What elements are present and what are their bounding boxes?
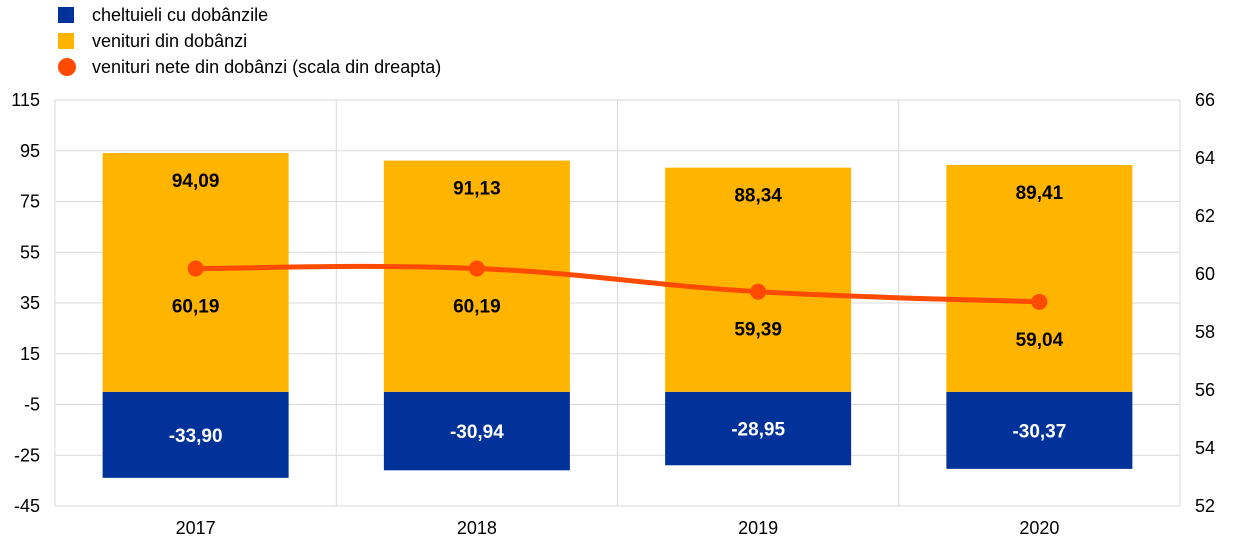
y-left-tick-label: 75 xyxy=(20,192,40,212)
data-label-interest-income: 89,41 xyxy=(1016,183,1064,204)
y-right-tick-label: 56 xyxy=(1195,380,1215,400)
y-left-tick-label: 115 xyxy=(11,90,40,110)
legend-swatch-interest-income xyxy=(58,33,74,49)
y-left-tick-label: -5 xyxy=(24,395,40,415)
x-tick-label: 2020 xyxy=(1019,518,1059,538)
data-label-net-interest-income: 60,19 xyxy=(172,296,220,317)
y-left-tick-label: 15 xyxy=(20,344,40,364)
bar-interest-expenses-2020 xyxy=(946,391,1133,469)
y-left-tick-label: 55 xyxy=(20,242,40,262)
y-right-tick-label: 52 xyxy=(1195,496,1215,516)
legend-dot-net-interest-income xyxy=(58,58,76,76)
bar-interest-expenses-2019 xyxy=(665,391,852,466)
data-label-net-interest-income: 59,04 xyxy=(1016,330,1064,351)
y-right-tick-label: 58 xyxy=(1195,322,1215,342)
y-left-tick-label: 35 xyxy=(20,293,40,313)
data-label-interest-expenses: -28,95 xyxy=(731,420,785,441)
point-net-interest-income-2019 xyxy=(750,283,767,300)
data-label-interest-expenses: -30,37 xyxy=(1012,421,1066,442)
legend-item-interest-income: venituri din dobânzi xyxy=(58,28,441,54)
data-label-interest-expenses: -30,94 xyxy=(450,422,504,443)
bar-interest-expenses-2017 xyxy=(102,391,289,478)
bar-interest-income-2020 xyxy=(946,164,1133,392)
data-label-net-interest-income: 59,39 xyxy=(734,320,782,341)
point-net-interest-income-2020 xyxy=(1031,293,1048,310)
legend-item-interest-expenses: cheltuieli cu dobânzile xyxy=(58,2,441,28)
bar-interest-income-2019 xyxy=(665,167,852,392)
legend-swatch-interest-expenses xyxy=(58,7,74,23)
chart-legend: cheltuieli cu dobânzile venituri din dob… xyxy=(58,2,441,80)
x-tick-label: 2018 xyxy=(457,518,497,538)
line-net-interest-income xyxy=(193,263,1042,305)
legend-label-net-interest-income: venituri nete din dobânzi (scala din dre… xyxy=(92,56,442,77)
y-right-tick-label: 54 xyxy=(1195,438,1215,458)
legend-label-interest-expenses: cheltuieli cu dobânzile xyxy=(92,4,269,25)
y-left-tick-label: -25 xyxy=(14,445,40,465)
y-left-tick-label: -45 xyxy=(14,496,40,516)
bar-interest-expenses-2018 xyxy=(383,391,570,471)
data-label-interest-expenses: -33,90 xyxy=(169,426,223,447)
point-net-interest-income-2018 xyxy=(468,260,485,277)
x-tick-label: 2017 xyxy=(176,518,216,538)
y-right-tick-label: 62 xyxy=(1195,206,1215,226)
x-tick-label: 2019 xyxy=(738,518,778,538)
data-label-net-interest-income: 60,19 xyxy=(453,296,501,317)
data-label-interest-income: 94,09 xyxy=(172,171,220,192)
y-right-tick-label: 66 xyxy=(1195,90,1215,110)
y-right-tick-label: 64 xyxy=(1195,148,1215,168)
data-label-interest-income: 91,13 xyxy=(453,179,501,200)
point-net-interest-income-2017 xyxy=(187,260,204,277)
legend-label-interest-income: venituri din dobânzi xyxy=(92,30,248,51)
y-left-tick-label: 95 xyxy=(20,141,40,161)
legend-item-net-interest-income: venituri nete din dobânzi (scala din dre… xyxy=(58,54,441,80)
y-right-tick-label: 60 xyxy=(1195,264,1215,284)
data-label-interest-income: 88,34 xyxy=(734,186,782,207)
